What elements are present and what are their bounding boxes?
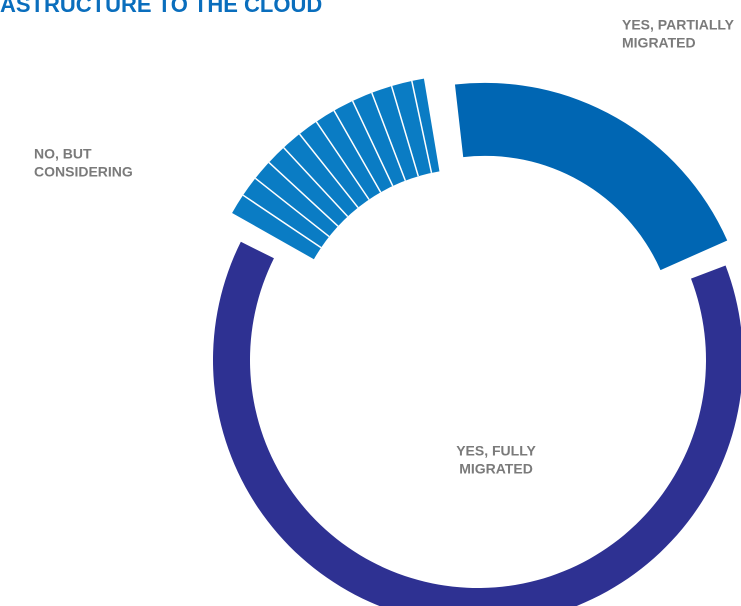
- donut-slice: [454, 82, 728, 271]
- stripe: [411, 80, 433, 174]
- slice-label: YES, FULLY: [456, 443, 536, 459]
- donut-slice: [232, 78, 440, 260]
- stripe: [254, 177, 330, 238]
- stripe: [242, 194, 322, 249]
- stripe: [315, 121, 370, 200]
- stripe: [371, 92, 407, 181]
- stripe: [333, 110, 382, 193]
- donut-slice: [213, 241, 741, 606]
- slice-label: YES, PARTIALLY: [622, 17, 735, 33]
- stripe: [390, 85, 419, 177]
- slice-label: MIGRATED: [622, 35, 696, 51]
- slice-label: CONSIDERING: [34, 164, 133, 180]
- stripe: [298, 133, 359, 209]
- stripe: [268, 161, 339, 227]
- chart-title: ASTRUCTURE TO THE CLOUD: [0, 0, 322, 17]
- stripe: [283, 147, 349, 218]
- slice-label: MIGRATED: [459, 461, 533, 477]
- stripe: [351, 100, 394, 187]
- slice-label: NO, BUT: [34, 146, 92, 162]
